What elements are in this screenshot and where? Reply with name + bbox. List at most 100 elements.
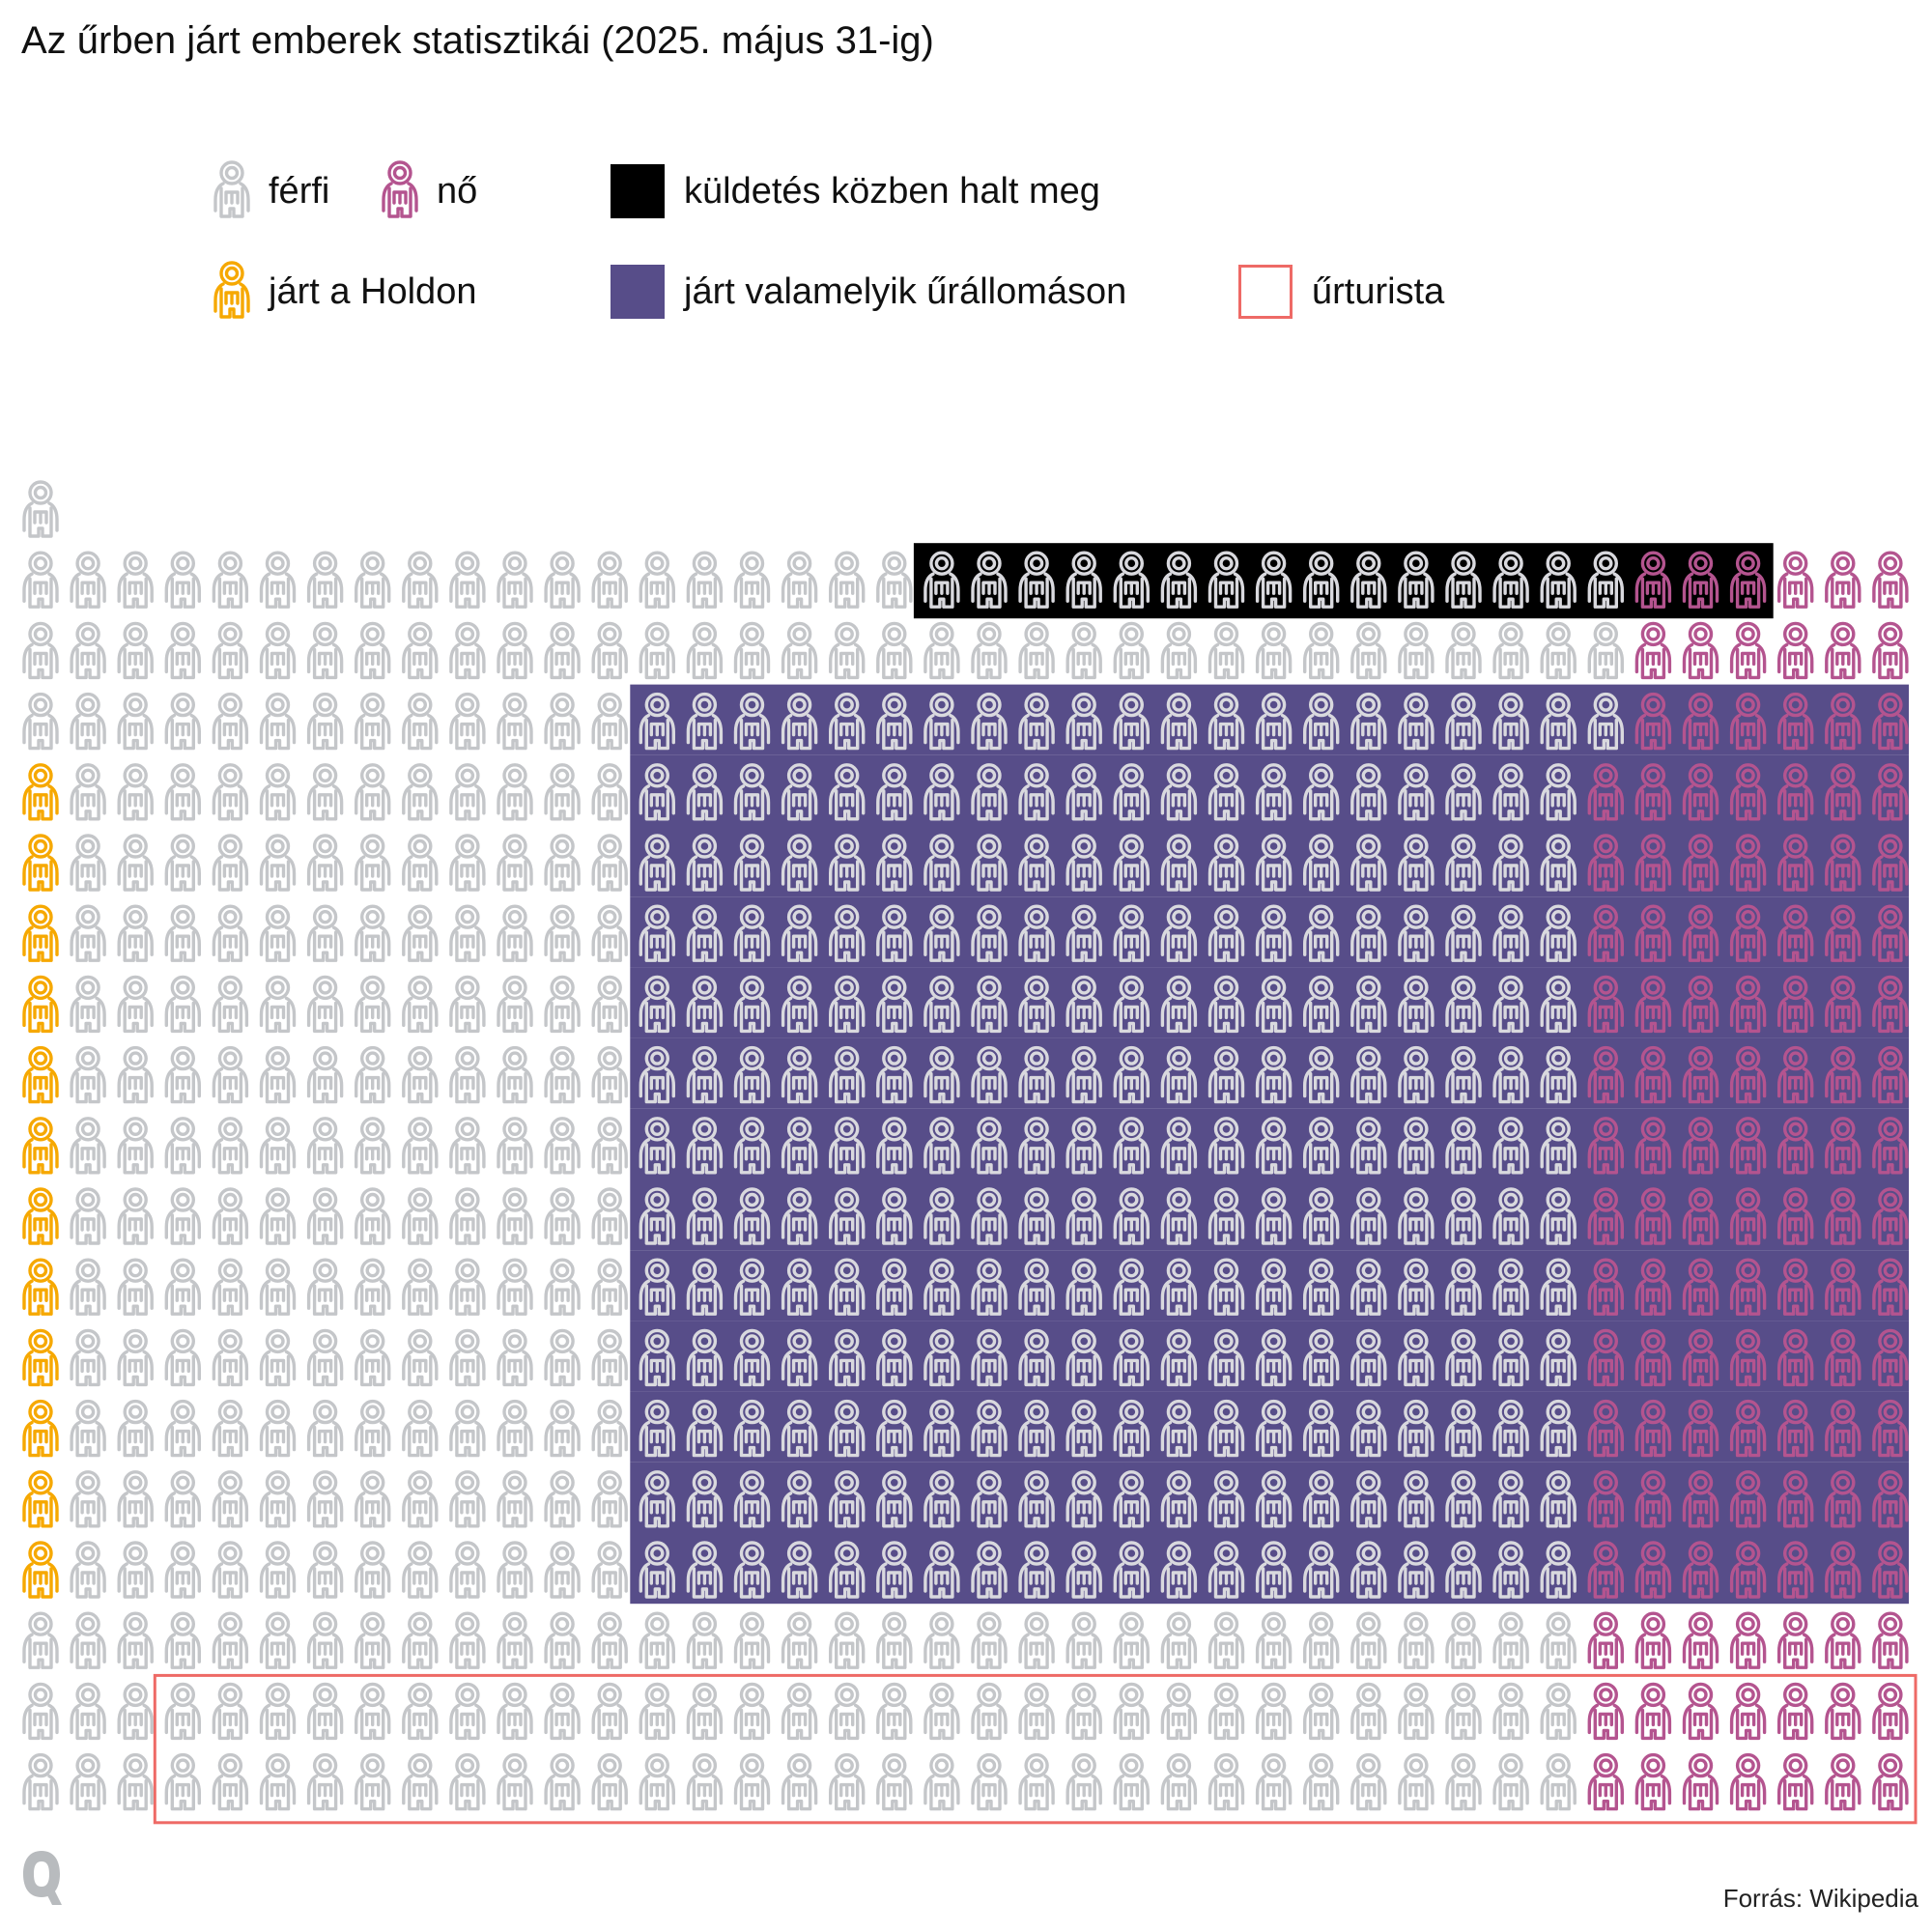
astronaut-icon-man <box>1302 621 1340 680</box>
astronaut-icon-man <box>117 904 154 962</box>
astronaut-icon-man <box>591 834 628 892</box>
astronaut-icon-man <box>1208 621 1245 680</box>
astronaut-icon-man <box>212 1682 249 1741</box>
astronaut-icon-woman <box>1825 1682 1861 1741</box>
legend-moon: járt a Holdon <box>213 263 476 321</box>
astronaut-icon-man <box>733 551 771 609</box>
legend-station-swatch <box>611 265 665 319</box>
astronaut-icon-man <box>164 834 202 892</box>
astronaut-icon-man <box>1445 1752 1482 1811</box>
astronaut-icon-man <box>449 1045 486 1104</box>
astronaut-icon-man <box>497 621 533 680</box>
legend-tourist: űrturista <box>1238 263 1444 321</box>
astronaut-icon-man <box>639 1611 675 1669</box>
astronaut-icon-man <box>70 904 106 962</box>
astronaut-icon-man <box>1255 1611 1293 1669</box>
astronaut-icon-man <box>1398 1682 1435 1741</box>
astronaut-icon-man <box>70 1258 106 1316</box>
astronaut-icon-man <box>306 1328 344 1387</box>
astronaut-icon-man <box>591 975 628 1034</box>
astronaut-icon-man <box>212 1117 249 1175</box>
astronaut-icon-man <box>449 1752 486 1811</box>
astronaut-icon-man <box>544 1045 581 1104</box>
astronaut-icon-man <box>117 1258 154 1316</box>
astronaut-icon-man <box>70 763 106 821</box>
died-band <box>913 543 1774 619</box>
astronaut-icon-man <box>117 1328 154 1387</box>
astronaut-icon-moon <box>22 1470 59 1528</box>
astronaut-icon-man <box>212 1611 249 1669</box>
astronaut-icon-man <box>1255 621 1293 680</box>
astronaut-icon-man <box>1350 1611 1387 1669</box>
astronaut-icon-man <box>164 1541 202 1599</box>
astronaut-icon-man <box>70 1328 106 1387</box>
astronaut-icon-man <box>686 1611 724 1669</box>
astronaut-icon-man <box>1350 621 1387 680</box>
astronaut-icon-moon <box>22 1258 59 1316</box>
astronaut-icon-man <box>259 621 297 680</box>
astronaut-icon-man <box>591 1399 628 1458</box>
astronaut-icon-man <box>497 551 533 609</box>
astronaut-icon-man <box>355 1399 391 1458</box>
astronaut-icon-man <box>544 975 581 1034</box>
astronaut-icon-man <box>212 763 249 821</box>
astronaut-icon-man <box>355 1258 391 1316</box>
astronaut-icon-man <box>1398 1752 1435 1811</box>
astronaut-icon-man <box>449 763 486 821</box>
astronaut-icon-woman <box>1634 1752 1672 1811</box>
astronaut-icon-man <box>449 621 486 680</box>
astronaut-icon-man <box>1208 1682 1245 1741</box>
astronaut-icon-man <box>355 551 391 609</box>
astronaut-icon-man <box>1540 1682 1577 1741</box>
astronaut-icon-man <box>212 1470 249 1528</box>
astronaut-icon-man <box>1350 1682 1387 1741</box>
astronaut-icon-man <box>306 551 344 609</box>
astronaut-icon-man <box>544 621 581 680</box>
astronaut-icon-man <box>971 621 1008 680</box>
astronaut-icon-man <box>22 621 59 680</box>
astronaut-icon-man <box>259 1682 297 1741</box>
astronaut-icon-man <box>306 1258 344 1316</box>
astronaut-icon-man <box>591 1045 628 1104</box>
astronaut-icon-woman <box>1825 621 1861 680</box>
astronaut-icon-man <box>70 551 106 609</box>
astronaut-icon-man <box>402 1045 439 1104</box>
astronaut-icon-man <box>22 1611 59 1669</box>
astronaut-icon-man <box>1160 621 1198 680</box>
astronaut-icon-man <box>212 1045 249 1104</box>
astronaut-icon-man <box>497 1045 533 1104</box>
tourist-outline <box>153 1673 1918 1825</box>
astronaut-icon-man <box>1065 621 1102 680</box>
astronaut-icon-man <box>1208 1611 1245 1669</box>
astronaut-icon-man <box>212 834 249 892</box>
astronaut-icon-man <box>212 1752 249 1811</box>
astronaut-icon-man <box>544 1187 581 1245</box>
astronaut-icon-man <box>117 1541 154 1599</box>
astronaut-icon-man <box>402 1541 439 1599</box>
astronaut-icon-man <box>117 834 154 892</box>
astronaut-icon-man <box>971 1682 1008 1741</box>
astronaut-icon-man <box>402 1328 439 1387</box>
astronaut-icon-man <box>70 834 106 892</box>
astronaut-icon-woman <box>1776 1682 1814 1741</box>
astronaut-icon-man <box>22 1682 59 1741</box>
astronaut-icon-man <box>164 1187 202 1245</box>
astronaut-icon-man <box>402 904 439 962</box>
astronaut-icon-man <box>402 834 439 892</box>
astronaut-icon-woman <box>1729 621 1767 680</box>
astronaut-icon-woman <box>1729 1682 1767 1741</box>
astronaut-icon-man <box>591 1470 628 1528</box>
astronaut-icon-man <box>1492 621 1529 680</box>
astronaut-icon-man <box>544 1328 581 1387</box>
astronaut-icon-man <box>212 551 249 609</box>
astronaut-icon-man <box>591 1117 628 1175</box>
astronaut-icon-man <box>306 621 344 680</box>
astronaut-icon-man <box>306 1399 344 1458</box>
astronaut-icon-woman <box>1825 1752 1861 1811</box>
astronaut-icon-man <box>1113 1682 1151 1741</box>
astronaut-icon-man <box>497 1682 533 1741</box>
astronaut-icon-man <box>70 692 106 751</box>
astronaut-icon-man <box>117 1399 154 1458</box>
astronaut-icon-man <box>1445 621 1482 680</box>
